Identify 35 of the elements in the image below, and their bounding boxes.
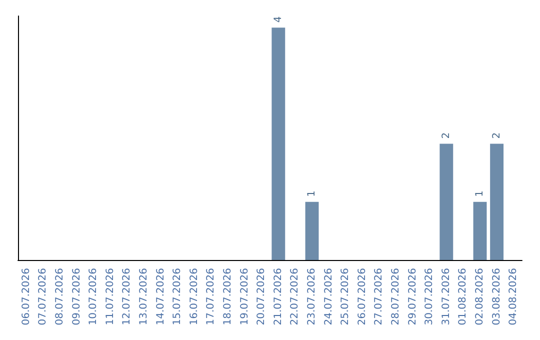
x-tick-label: 23.07.2026 — [306, 268, 318, 326]
x-tick-label: 11.07.2026 — [104, 268, 116, 326]
x-tick-label: 12.07.2026 — [122, 268, 133, 326]
x-tick-label: 26.07.2026 — [356, 268, 368, 326]
x-tick-label: 16.07.2026 — [188, 268, 200, 326]
x-tick-label: 21.07.2026 — [272, 268, 284, 326]
x-tick-label: 29.07.2026 — [407, 268, 418, 326]
x-tick-label: 15.07.2026 — [172, 268, 184, 326]
x-tick-label: 06.07.2026 — [20, 268, 32, 326]
x-tick-label: 08.07.2026 — [54, 268, 66, 326]
x-tick-label: 19.07.2026 — [239, 268, 250, 326]
x-tick-label: 28.07.2026 — [390, 268, 402, 326]
x-tick-label: 30.07.2026 — [424, 268, 436, 326]
x-tick-label: 24.07.2026 — [323, 268, 334, 326]
data-label: 1 — [306, 190, 318, 197]
data-label: 4 — [272, 16, 284, 23]
x-tick-label: 20.07.2026 — [256, 268, 268, 326]
x-tick-label: 18.07.2026 — [222, 268, 234, 326]
x-tick-label: 03.08.2026 — [491, 268, 502, 326]
x-tick-label: 09.07.2026 — [71, 268, 82, 326]
x-tick-label: 27.07.2026 — [374, 268, 385, 326]
x-tick-label: 04.08.2026 — [508, 268, 520, 326]
x-tick-label: 13.07.2026 — [138, 268, 150, 326]
x-tick-label: 02.08.2026 — [474, 268, 486, 326]
x-tick-label: 10.07.2026 — [88, 268, 100, 326]
x-tick-label: 25.07.2026 — [340, 268, 352, 326]
x-tick-label: 07.07.2026 — [38, 268, 49, 326]
x-tick-label: 14.07.2026 — [155, 268, 166, 326]
x-tick-label: 17.07.2026 — [206, 268, 217, 326]
x-tick-label: 22.07.2026 — [290, 268, 301, 326]
data-label: 1 — [474, 190, 486, 197]
x-tick-label: 01.08.2026 — [458, 268, 469, 326]
data-label: 2 — [440, 132, 452, 139]
x-tick-label: 31.07.2026 — [440, 268, 452, 326]
data-label: 2 — [491, 132, 502, 139]
